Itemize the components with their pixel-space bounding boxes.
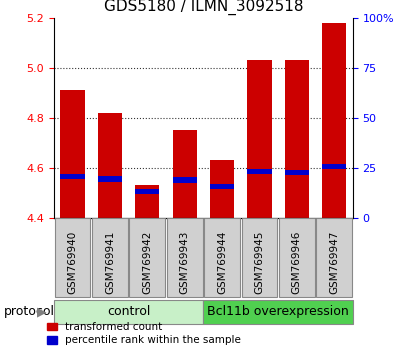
Text: GSM769946: GSM769946: [292, 230, 302, 294]
Legend: transformed count, percentile rank within the sample: transformed count, percentile rank withi…: [47, 322, 242, 345]
Bar: [98, 176, 122, 182]
Bar: [285, 60, 309, 218]
Bar: [322, 164, 346, 169]
Text: Bcl11b overexpression: Bcl11b overexpression: [207, 306, 349, 318]
Text: protocol: protocol: [4, 306, 55, 318]
Bar: [98, 113, 122, 218]
Bar: [247, 60, 271, 218]
Bar: [135, 185, 159, 218]
Title: GDS5180 / ILMN_3092518: GDS5180 / ILMN_3092518: [104, 0, 303, 15]
Bar: [210, 160, 234, 218]
Bar: [173, 177, 197, 183]
Bar: [247, 169, 271, 174]
Bar: [322, 23, 346, 218]
Text: control: control: [107, 306, 150, 318]
Text: ▶: ▶: [37, 306, 47, 318]
Text: GSM769945: GSM769945: [254, 230, 264, 294]
Text: GSM769942: GSM769942: [142, 230, 152, 294]
Text: GSM769944: GSM769944: [217, 230, 227, 294]
Text: GSM769947: GSM769947: [329, 230, 339, 294]
Bar: [135, 189, 159, 194]
Text: GSM769943: GSM769943: [180, 230, 190, 294]
Bar: [61, 90, 85, 218]
Text: GSM769940: GSM769940: [68, 230, 78, 294]
Text: GSM769941: GSM769941: [105, 230, 115, 294]
Bar: [173, 130, 197, 218]
Bar: [285, 170, 309, 176]
Bar: [61, 174, 85, 179]
Bar: [210, 184, 234, 189]
